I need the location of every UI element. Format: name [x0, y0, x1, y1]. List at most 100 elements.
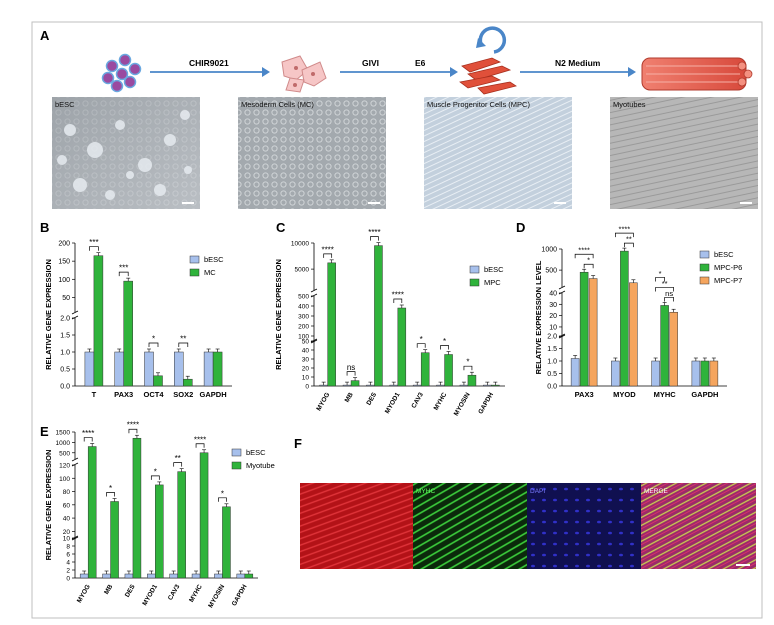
y-tick-label: 2.0: [60, 316, 70, 323]
significance-label: **: [626, 235, 632, 244]
bar: [327, 262, 336, 387]
arrow-right-icon: [520, 67, 636, 77]
significance-label: ****: [321, 245, 333, 254]
legend-swatch: [189, 268, 200, 277]
significance-label: ****: [194, 435, 206, 444]
y-tick-label: 1.0: [547, 359, 557, 366]
x-tick-label: MB: [344, 391, 355, 404]
significance-bracket: [624, 242, 634, 248]
significance-label: *: [109, 484, 112, 493]
bar: [93, 255, 104, 387]
if-label-merge: MERGE: [644, 488, 669, 495]
bar: [177, 471, 186, 579]
y-tick-label: 10: [302, 375, 310, 382]
bar: [620, 250, 629, 387]
y-tick-label: 6: [66, 552, 70, 559]
axis-break-mark: [71, 536, 79, 541]
significance-bracket: [655, 277, 665, 282]
y-tick-label: 80: [63, 489, 71, 496]
bar: [691, 360, 701, 387]
x-tick-label: PAX3: [114, 390, 133, 399]
bar: [124, 573, 134, 579]
y-tick-label: 1.5: [60, 333, 70, 340]
chart-panel-d: 0.0 0.5 1.0 1.5 2.0 10 20 30 40 500 1000 RELATIVE E…: [534, 225, 742, 399]
y-tick-label: 1000: [541, 247, 557, 254]
y-axis-label: RELATIVE GENE EXPRESSION: [274, 259, 283, 370]
y-tick-label: 2.0: [547, 334, 557, 341]
muscle-fiber-icon: [641, 57, 753, 91]
x-tick-label: MYOG: [315, 392, 331, 413]
y-tick-label: 400: [298, 304, 309, 311]
significance-label: *: [587, 256, 590, 265]
bar: [350, 380, 360, 387]
y-tick-label: 4: [66, 560, 70, 567]
bar: [102, 573, 111, 579]
bar: [114, 351, 124, 387]
legend-swatch: [469, 265, 480, 274]
if-image-merge: [641, 483, 756, 569]
significance-bracket: [195, 443, 205, 448]
x-tick-label: DES: [365, 391, 378, 407]
significance-label: **: [180, 335, 186, 344]
y-tick-label: 5000: [295, 267, 310, 274]
arrow-right-icon: [150, 67, 270, 77]
y-tick-label: 100: [58, 277, 70, 284]
axis-break-mark: [310, 288, 318, 293]
y-tick-label: 0: [66, 576, 70, 583]
bar: [700, 360, 710, 387]
progenitor-cells-icon: [459, 57, 517, 95]
legend-label: MC: [204, 268, 216, 277]
bar: [212, 351, 223, 387]
x-tick-label: GAPDH: [200, 390, 227, 399]
axis-break-mark: [558, 285, 566, 290]
bar: [660, 305, 669, 387]
significance-bracket: [346, 371, 356, 376]
y-tick-label: 150: [58, 259, 70, 266]
bar: [144, 351, 154, 387]
y-tick-label: 10000: [291, 241, 309, 248]
x-tick-label: MYHC: [654, 390, 677, 399]
bar: [319, 384, 328, 387]
y-tick-label: 40: [302, 348, 310, 355]
x-tick-label: DES: [124, 583, 137, 599]
panel-label-f: F: [294, 436, 302, 451]
y-tick-label: 200: [298, 324, 309, 331]
y-tick-label: 0: [305, 384, 309, 391]
y-tick-label: 20: [63, 529, 71, 536]
bar: [467, 374, 477, 387]
panel-label-d: D: [516, 220, 525, 235]
bar: [669, 311, 678, 387]
legend-label: MPC-P6: [714, 263, 742, 272]
bar: [491, 384, 500, 387]
legend-label: bESC: [204, 255, 224, 264]
y-tick-label: 100: [298, 334, 309, 341]
significance-label: ns: [665, 289, 673, 298]
besc-cluster-icon: [101, 53, 142, 93]
significance-bracket: [393, 298, 403, 303]
significance-label: ***: [119, 264, 128, 273]
significance-bracket: [615, 232, 634, 238]
y-axis-label: RELATIVE GENE EXPRESSION: [44, 259, 53, 370]
significance-bracket: [323, 253, 333, 258]
significance-label: ****: [578, 246, 590, 255]
y-tick-label: 0.0: [60, 384, 70, 391]
bar: [611, 360, 620, 387]
y-tick-label: 120: [59, 463, 70, 470]
y-tick-label: 10: [549, 324, 557, 331]
significance-bracket: [148, 342, 159, 347]
bar: [169, 573, 178, 579]
significance-label: **: [175, 454, 181, 463]
significance-label: *: [420, 335, 423, 344]
axis-break-mark: [310, 293, 318, 298]
significance-label: *: [443, 337, 446, 346]
bar: [570, 358, 580, 387]
bar: [84, 351, 95, 387]
step-label-chir: CHIR9021: [189, 58, 229, 68]
bar: [199, 452, 209, 579]
bar: [588, 278, 598, 387]
bar: [579, 271, 589, 387]
y-axis-label: RELATIVE EXPRESSION LEVEL: [534, 260, 543, 374]
bar: [483, 384, 492, 387]
panel-label-b: B: [40, 220, 49, 235]
step-label-e6: E6: [415, 58, 426, 68]
